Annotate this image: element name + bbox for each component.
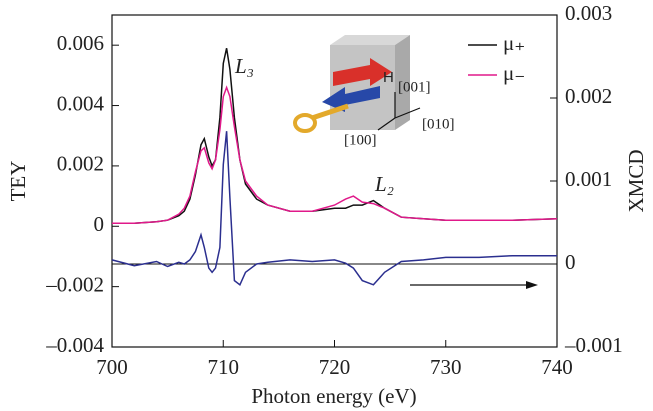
inset-label: [001] — [398, 79, 431, 95]
x-tick-label: 730 — [430, 355, 462, 379]
direction-arrow — [410, 281, 538, 289]
x-tick-label: 720 — [319, 355, 351, 379]
y2-tick-label: –0.001 — [564, 333, 623, 357]
inset-label: [100] — [344, 132, 377, 148]
annotation: L₃ — [234, 54, 254, 78]
x-tick-label: 710 — [208, 355, 240, 379]
inset-illustration: H [001] [010] [100] — [293, 35, 455, 148]
x-axis-label: Photon energy (eV) — [251, 384, 416, 408]
y-tick-label: 0.002 — [57, 152, 104, 176]
y2-axis-label: XMCD — [624, 149, 648, 212]
y-tick-label: –0.004 — [45, 333, 104, 357]
y2-tick-label: 0.002 — [565, 84, 612, 108]
x-tick-label: 700 — [96, 355, 128, 379]
inset-label: H — [383, 69, 394, 86]
y-tick-label: 0.004 — [57, 91, 105, 115]
inset-label: [010] — [422, 116, 455, 132]
series-line — [111, 131, 557, 286]
y2-tick-label: 0.003 — [565, 1, 612, 25]
y-tick-label: 0.006 — [57, 31, 104, 55]
annotation: L₂ — [374, 172, 394, 196]
y2-tick-label: 0.001 — [565, 167, 612, 191]
series-line — [112, 85, 558, 225]
y2-tick-label: 0 — [565, 250, 576, 274]
x-tick-label: 740 — [541, 355, 573, 379]
y-tick-label: –0.002 — [45, 272, 104, 296]
y-tick-label: 0 — [94, 212, 105, 236]
legend-label: μ₋ — [503, 61, 525, 85]
legend-label: μ₊ — [503, 31, 525, 55]
y-axis-label: TEY — [6, 161, 30, 202]
